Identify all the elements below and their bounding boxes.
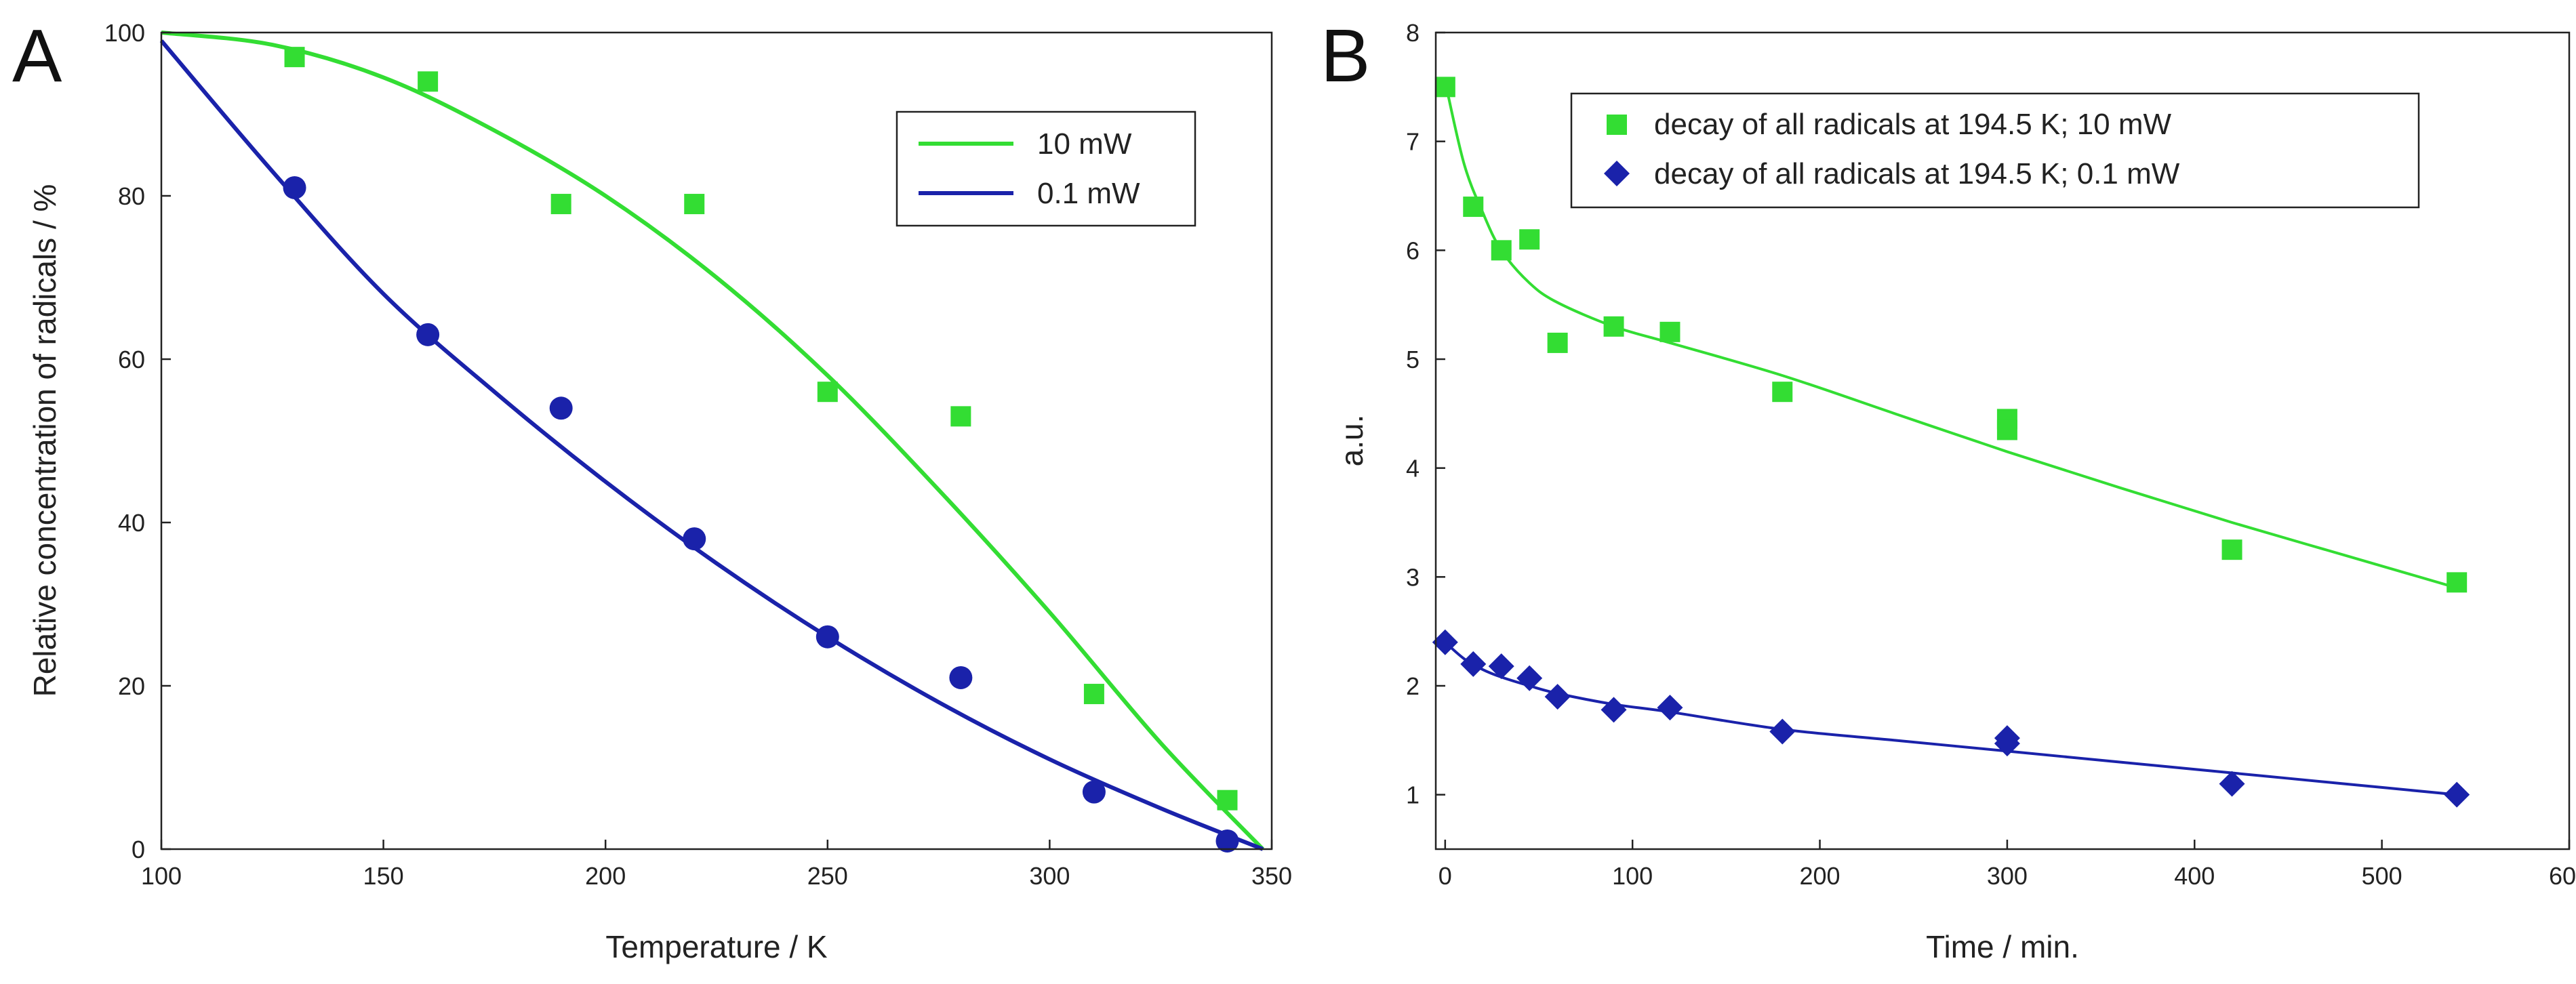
fit-curve-0-1-mw <box>159 39 1264 851</box>
data-point-decay-of-all-radicals-at-194-5-k-0-1-mw-11 <box>2444 781 2470 808</box>
panel-b-legend-box <box>1570 92 2420 209</box>
data-point-10-mw-0 <box>284 47 305 68</box>
data-point-0-1-mw-7 <box>1215 829 1239 853</box>
panel-b-legend: decay of all radicals at 194.5 K; 10 mW … <box>1570 92 2420 209</box>
panel-a-ticks: 100 150 200 250 300 350 0 20 40 60 80 100 <box>104 19 1292 890</box>
panel-b-plot-area <box>1432 77 2470 808</box>
data-point-0-1-mw-2 <box>549 396 573 420</box>
panel-a-letter: A <box>12 14 62 98</box>
panel-a-x-tick-label-300: 300 <box>1029 862 1070 890</box>
data-point-decay-of-all-radicals-at-194-5-k-0-1-mw-2 <box>1488 653 1514 680</box>
panel-a-y-tick-label-20: 20 <box>118 672 145 700</box>
panel-a-x-tick-label-150: 150 <box>363 862 404 890</box>
panel-b-y-tick-label-4: 4 <box>1406 455 1420 483</box>
panel-b-y-tick-label-8: 8 <box>1406 19 1420 47</box>
panel-a-legend-box <box>895 110 1196 227</box>
panel-b-x-axis-title: Time / min. <box>1926 929 2079 964</box>
data-point-decay-of-all-radicals-at-194-5-k-10-mw-10 <box>2221 539 2242 560</box>
data-point-decay-of-all-radicals-at-194-5-k-0-1-mw-5 <box>1601 697 1627 723</box>
panel-b-letter: B <box>1321 14 1370 98</box>
panel-b-x-tick-label-500: 500 <box>2362 862 2402 890</box>
panel-a-plot-area <box>159 30 1265 853</box>
data-point-10-mw-2 <box>550 194 571 215</box>
data-point-decay-of-all-radicals-at-194-5-k-10-mw-0 <box>1434 77 1455 98</box>
data-point-0-1-mw-1 <box>416 323 440 346</box>
data-point-10-mw-1 <box>418 71 439 92</box>
panel-b-ticks: 0 100 200 300 400 500 600 1 2 3 4 5 6 7 8 <box>1406 19 2576 890</box>
data-point-decay-of-all-radicals-at-194-5-k-0-1-mw-3 <box>1516 665 1543 691</box>
panel-b-x-tick-label-0: 0 <box>1438 862 1452 890</box>
data-point-decay-of-all-radicals-at-194-5-k-0-1-mw-9 <box>1994 731 2020 757</box>
data-point-0-1-mw-3 <box>683 527 706 551</box>
legend-label-10mw: 10 mW <box>1037 127 1132 161</box>
panel-a-y-tick-label-40: 40 <box>118 509 145 537</box>
data-point-10-mw-6 <box>1083 684 1104 705</box>
panel-b-x-tick-label-400: 400 <box>2174 862 2215 890</box>
panel-b-x-tick-label-100: 100 <box>1612 862 1653 890</box>
data-point-0-1-mw-6 <box>1082 780 1106 804</box>
legend-label-decay-10mw: decay of all radicals at 194.5 K; 10 mW <box>1654 108 2172 141</box>
data-point-decay-of-all-radicals-at-194-5-k-0-1-mw-7 <box>1769 718 1796 745</box>
panel-b-y-axis-title: a.u. <box>1334 415 1369 467</box>
panel-a-x-axis-title: Temperature / K <box>605 929 828 964</box>
data-point-10-mw-3 <box>684 194 705 215</box>
legend-marker-10mw-square <box>1607 115 1627 135</box>
data-point-decay-of-all-radicals-at-194-5-k-10-mw-1 <box>1463 197 1484 218</box>
data-point-decay-of-all-radicals-at-194-5-k-10-mw-2 <box>1491 240 1512 261</box>
data-point-decay-of-all-radicals-at-194-5-k-0-1-mw-6 <box>1657 695 1683 721</box>
data-point-decay-of-all-radicals-at-194-5-k-10-mw-3 <box>1519 229 1540 250</box>
data-point-decay-of-all-radicals-at-194-5-k-10-mw-4 <box>1547 332 1568 353</box>
legend-label-0-1mw: 0.1 mW <box>1037 177 1140 210</box>
panel-a-y-tick-label-100: 100 <box>104 19 145 47</box>
data-point-10-mw-4 <box>817 382 838 403</box>
panel-a-y-tick-label-80: 80 <box>118 182 145 210</box>
data-point-decay-of-all-radicals-at-194-5-k-10-mw-5 <box>1603 316 1624 337</box>
panel-b-y-tick-label-3: 3 <box>1406 563 1420 591</box>
data-point-decay-of-all-radicals-at-194-5-k-0-1-mw-10 <box>2219 771 2245 797</box>
panel-b-x-tick-label-200: 200 <box>1800 862 1840 890</box>
panel-a-y-tick-label-0: 0 <box>132 836 145 863</box>
panel-a-y-tick-label-60: 60 <box>118 346 145 373</box>
panel-b-frame <box>1434 31 2571 850</box>
data-point-decay-of-all-radicals-at-194-5-k-10-mw-6 <box>1659 321 1681 342</box>
panel-a-x-tick-label-250: 250 <box>807 862 848 890</box>
panel-b-y-tick-label-5: 5 <box>1406 346 1420 373</box>
data-point-decay-of-all-radicals-at-194-5-k-10-mw-9 <box>1996 419 2017 440</box>
panel-b-x-tick-label-300: 300 <box>1987 862 2028 890</box>
data-point-decay-of-all-radicals-at-194-5-k-0-1-mw-4 <box>1544 684 1571 710</box>
panel-b-y-tick-label-1: 1 <box>1406 781 1420 809</box>
panel-b: B 0 100 200 300 400 500 600 1 2 3 4 5 6 7 8 Time / min… <box>1321 14 2576 964</box>
panel-a-x-tick-label-100: 100 <box>141 862 182 890</box>
data-point-decay-of-all-radicals-at-194-5-k-0-1-mw-0 <box>1432 629 1458 655</box>
data-point-decay-of-all-radicals-at-194-5-k-10-mw-11 <box>2447 572 2468 593</box>
panel-a-frame <box>160 31 1273 850</box>
panel-a: A 100 150 200 250 300 350 0 20 40 60 80 100 Tempera… <box>12 14 1292 964</box>
data-point-10-mw-5 <box>950 406 971 427</box>
legend-marker-0-1mw-diamond <box>1604 161 1630 186</box>
data-point-10-mw-7 <box>1217 790 1238 811</box>
data-point-decay-of-all-radicals-at-194-5-k-0-1-mw-1 <box>1460 651 1487 677</box>
panel-b-y-tick-label-7: 7 <box>1406 128 1420 156</box>
panel-a-x-tick-label-200: 200 <box>585 862 626 890</box>
fit-curve-10-mw <box>161 30 1265 851</box>
data-point-0-1-mw-5 <box>949 665 973 689</box>
panel-a-x-tick-label-350: 350 <box>1251 862 1292 890</box>
legend-label-decay-0-1mw: decay of all radicals at 194.5 K; 0.1 mW <box>1654 157 2180 190</box>
panel-a-legend: 10 mW 0.1 mW <box>895 110 1196 227</box>
data-point-0-1-mw-0 <box>283 176 306 199</box>
data-point-decay-of-all-radicals-at-194-5-k-10-mw-7 <box>1772 382 1793 403</box>
panel-a-y-axis-title: Relative concentration of radicals / % <box>27 184 62 697</box>
panel-b-y-tick-label-6: 6 <box>1406 237 1420 264</box>
data-point-0-1-mw-4 <box>816 625 839 649</box>
panel-b-x-tick-label-600: 600 <box>2549 862 2576 890</box>
panel-b-y-tick-label-2: 2 <box>1406 672 1420 700</box>
